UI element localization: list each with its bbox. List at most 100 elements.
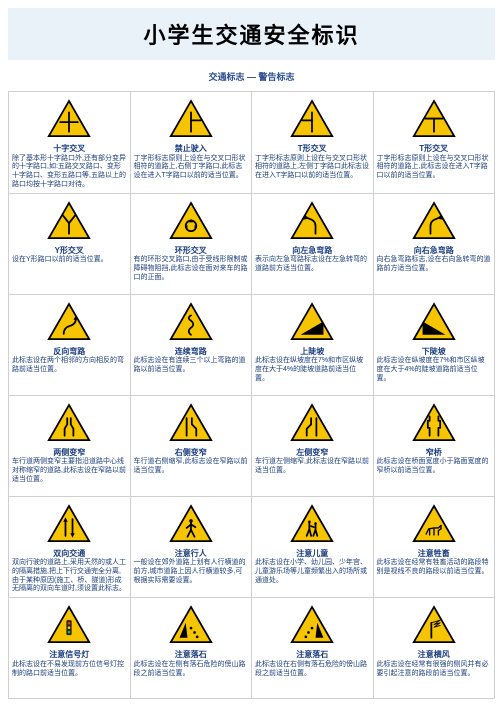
sign-cell: T形交叉 丁字形标志原则上设在与交叉口形状相符的道路上,左侧丁字路口此标志设在进… <box>252 92 374 194</box>
sign-desc: 除了基本形十字路口外,还有部分变异的十字路口,如:五路交叉路口、变形十字路口、变… <box>9 155 130 193</box>
sign-desc: 此标志设在不易发现前方位信号灯控制的路口前适当位置。 <box>9 661 130 682</box>
sign-name: 向左急弯路 <box>292 246 332 256</box>
sign-name: 窄桥 <box>426 448 442 458</box>
sign-name: 向右急弯路 <box>414 246 454 256</box>
down-slope-icon <box>412 299 456 345</box>
roundabout-icon <box>169 198 213 244</box>
rockfall-l-icon <box>169 602 213 648</box>
signs-table: 十字交叉 除了基本形十字路口外,还有部分变异的十字路口,如:五路交叉路口、变形十… <box>8 91 495 699</box>
sign-desc: 此标志设在小学、幼儿园、少年宫、儿童游乐场等儿童频繁出入的场所或通道处。 <box>252 559 373 588</box>
children-icon <box>290 501 334 547</box>
sign-name: 注意行人 <box>175 549 207 559</box>
sign-desc: 丁字形标志原则上设在与交叉口形状相符的道路上,左侧丁字路口此标志设在进入T字路口… <box>252 155 373 184</box>
sign-desc: 此标志设在纵坡度在7%和市区纵坡度在大于4%的陡坡道路前适当位置。 <box>374 357 495 386</box>
sign-cell: 注意儿童 此标志设在小学、幼儿园、少年宫、儿童游乐场等儿童频繁出入的场所或通道处… <box>252 496 374 598</box>
curve-right-icon <box>412 198 456 244</box>
sign-cell: 向右急弯路 向右急弯路标志,设在右向急转弯的道路前方适当位置。 <box>373 193 495 294</box>
sign-cell: 注意信号灯 此标志设在不易发现前方位信号灯控制的路口前适当位置。 <box>9 598 131 699</box>
sign-name: 十字交叉 <box>53 144 85 154</box>
sign-name: 反向弯路 <box>53 347 85 357</box>
sign-desc: 此标志设在经常有牲畜活动的路段特别是视线不良的路段以前适当位置。 <box>374 559 495 580</box>
sign-name: 注意横风 <box>418 650 450 660</box>
page-title-bar: 小学生交通安全标识 <box>8 8 495 60</box>
narrow-right-icon <box>169 400 213 446</box>
sign-cell: 注意牲畜 此标志设在经常有牲畜活动的路段特别是视线不良的路段以前适当位置。 <box>373 496 495 598</box>
cross-icon <box>47 96 91 142</box>
sign-desc: 此标志设在经常有很强的侧风并有必要引起注意的路段前适当位置。 <box>374 661 495 682</box>
winding-icon <box>169 299 213 345</box>
up-slope-icon <box>290 299 334 345</box>
reverse-icon <box>47 299 91 345</box>
pedestrian-icon <box>169 501 213 547</box>
sign-cell: 下陡坡 此标志设在纵坡度在7%和市区纵坡度在大于4%的陡坡道路前适当位置。 <box>373 294 495 395</box>
sign-cell: 反向弯路 此标志设在两个相邻的方向相反的弯路前适当位置。 <box>9 294 131 395</box>
narrow-left-icon <box>290 400 334 446</box>
sign-name: 注意落石 <box>175 650 207 660</box>
sign-desc: 此标志设在左侧有落石危险的傍山路段之前适当位置。 <box>131 661 252 682</box>
sign-cell: 注意横风 此标志设在经常有很强的侧风并有必要引起注意的路段前适当位置。 <box>373 598 495 699</box>
sign-desc: 双向行驶的道路上,采用天然的或人工的隔离措施,把上下行交通完全分离,由于某种原因… <box>9 559 130 597</box>
sign-desc: 车行道两侧变窄主要指沿道路中心线对称缩窄的道路,此标志设在窄路以前适当位置。 <box>9 458 130 487</box>
y-fork-icon <box>47 198 91 244</box>
sign-name: 注意落石 <box>296 650 328 660</box>
narrow-both-icon <box>47 400 91 446</box>
sign-desc: 丁字形标志原则上设在与交叉口形状相符的道路上,此标志设在进入T字路口以前的适当位… <box>374 155 495 184</box>
sign-name: 注意牲畜 <box>418 549 450 559</box>
sign-name: 连续弯路 <box>175 347 207 357</box>
sign-cell: 右侧变窄 车行道右侧缩窄,此标志设在窄路以前适当位置。 <box>130 395 252 496</box>
sign-name: T形交叉 <box>419 144 448 154</box>
sign-name: 注意信号灯 <box>49 650 89 660</box>
t-top-icon <box>412 96 456 142</box>
sign-desc: 此标志设在纵坡度在7%和市区纵坡度在大于4%的陡坡道路前适当位置。 <box>252 357 373 386</box>
sign-name: Y形交叉 <box>55 246 84 256</box>
animals-icon <box>412 501 456 547</box>
sign-desc: 设在Y形路口以前的适当位置。 <box>9 256 130 268</box>
t-left-icon <box>290 96 334 142</box>
sign-desc: 一般设在郊外道路上划有人行横道的前方,城市道路上因人行横道较多,可根据实际需要设… <box>131 559 252 588</box>
sign-cell: 双向交通 双向行驶的道路上,采用天然的或人工的隔离措施,把上下行交通完全分离,由… <box>9 496 131 598</box>
sign-name: 右侧变窄 <box>175 448 207 458</box>
sign-cell: 十字交叉 除了基本形十字路口外,还有部分变异的十字路口,如:五路交叉路口、变形十… <box>9 92 131 194</box>
sign-cell: 向左急弯路 表示向左急弯路标志设在左急转弯的道路前方适当位置。 <box>252 193 374 294</box>
sign-cell: 上陡坡 此标志设在纵坡度在7%和市区纵坡度在大于4%的陡坡道路前适当位置。 <box>252 294 374 395</box>
sign-desc: 此标志设在桥面宽度小于路面宽度的窄桥以前适当位置。 <box>374 458 495 479</box>
sign-desc: 车行道右侧缩窄,此标志设在窄路以前适当位置。 <box>131 458 252 479</box>
page-title: 小学生交通安全标识 <box>8 18 495 50</box>
sign-name: 上陡坡 <box>300 347 324 357</box>
sign-desc: 向右急弯路标志,设在右向急转弯的道路前方适当位置。 <box>374 256 495 277</box>
traffic-light-icon <box>47 602 91 648</box>
sign-name: 环形交叉 <box>175 246 207 256</box>
two-way-icon <box>47 501 91 547</box>
no-entry-t-icon <box>169 96 213 142</box>
sign-desc: 此标志设在有连续三个以上弯路的道路以前适当位置。 <box>131 357 252 378</box>
sign-desc: 丁字形标志原则上设在与交叉口形状相符的道路上,右侧丁字路口,此标志设在进入T字路… <box>131 155 252 184</box>
sign-name: 两侧变窄 <box>53 448 85 458</box>
sign-name: 双向交通 <box>53 549 85 559</box>
sign-cell: 连续弯路 此标志设在有连续三个以上弯路的道路以前适当位置。 <box>130 294 252 395</box>
sign-cell: 窄桥 此标志设在桥面宽度小于路面宽度的窄桥以前适当位置。 <box>373 395 495 496</box>
sign-name: 禁止驶入 <box>175 144 207 154</box>
sign-cell: 注意落石 此标志设在右侧有落石危险的傍山路段之前适当位置。 <box>252 598 374 699</box>
sign-name: 下陡坡 <box>422 347 446 357</box>
sign-cell: 注意行人 一般设在郊外道路上划有人行横道的前方,城市道路上因人行横道较多,可根据… <box>130 496 252 598</box>
sign-desc: 此标志设在右侧有落石危险的傍山路段之前适当位置。 <box>252 661 373 682</box>
sign-cell: 环形交叉 有的环形交叉路口,由于受线形限制或障碍物阻挡,此标志设在面对来车的路口… <box>130 193 252 294</box>
sign-cell: 两侧变窄 车行道两侧变窄主要指沿道路中心线对称缩窄的道路,此标志设在窄路以前适当… <box>9 395 131 496</box>
sign-desc: 车行道左侧缩窄,此标志设在窄路以前适当位置。 <box>252 458 373 479</box>
rockfall-r-icon <box>290 602 334 648</box>
sign-desc: 有的环形交叉路口,由于受线形限制或障碍物阻挡,此标志设在面对来车的路口的正面。 <box>131 256 252 285</box>
sign-name: 左侧变窄 <box>296 448 328 458</box>
crosswind-icon <box>412 602 456 648</box>
sign-desc: 表示向左急弯路标志设在左急转弯的道路前方适当位置。 <box>252 256 373 277</box>
sign-desc: 此标志设在两个相邻的方向相反的弯路前适当位置。 <box>9 357 130 378</box>
narrow-bridge-icon <box>412 400 456 446</box>
sign-name: T形交叉 <box>298 144 327 154</box>
sign-cell: 注意落石 此标志设在左侧有落石危险的傍山路段之前适当位置。 <box>130 598 252 699</box>
page-subtitle: 交通标志 — 警告标志 <box>8 70 495 83</box>
sign-cell: 禁止驶入 丁字形标志原则上设在与交叉口形状相符的道路上,右侧丁字路口,此标志设在… <box>130 92 252 194</box>
sign-cell: T形交叉 丁字形标志原则上设在与交叉口形状相符的道路上,此标志设在进入T字路口以… <box>373 92 495 194</box>
curve-left-icon <box>290 198 334 244</box>
sign-name: 注意儿童 <box>296 549 328 559</box>
sign-cell: 左侧变窄 车行道左侧缩窄,此标志设在窄路以前适当位置。 <box>252 395 374 496</box>
sign-cell: Y形交叉 设在Y形路口以前的适当位置。 <box>9 193 131 294</box>
